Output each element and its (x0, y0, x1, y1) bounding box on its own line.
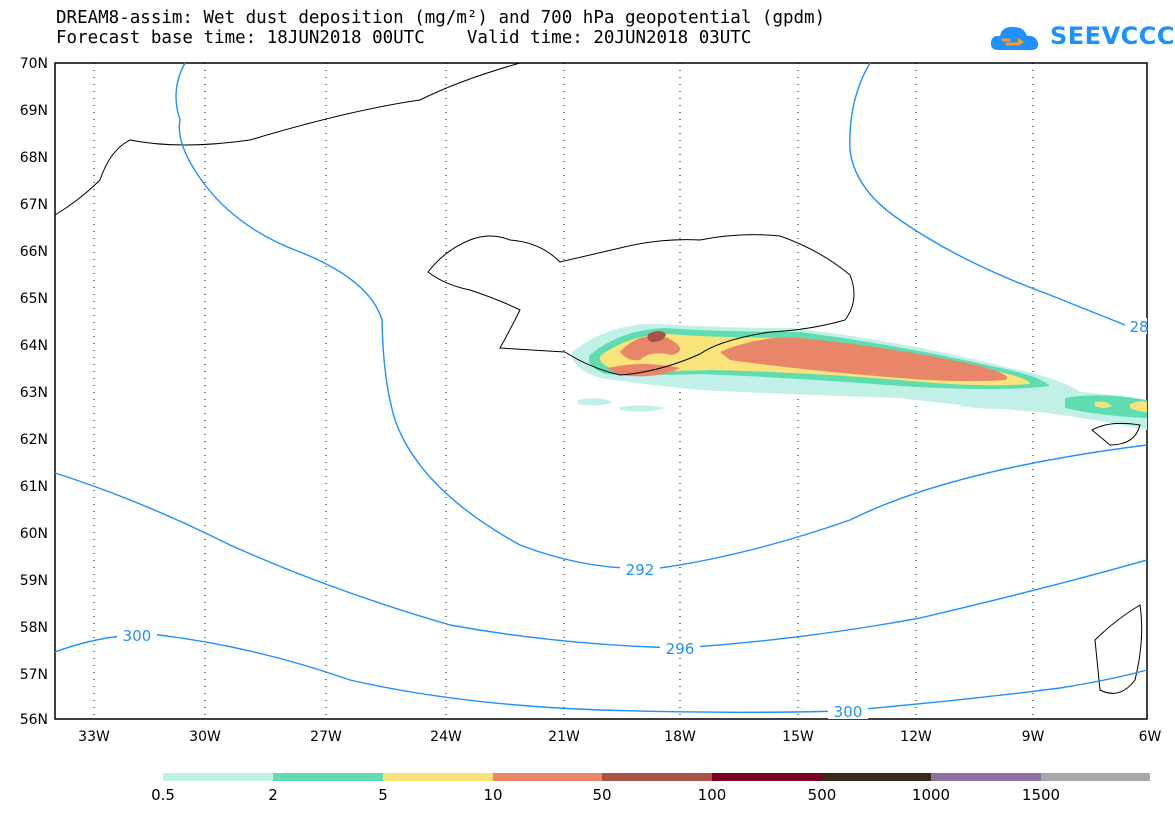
lat-label: 69N (20, 103, 48, 119)
legend-label: 1500 (1021, 786, 1061, 804)
contour-label: 28 (1129, 318, 1148, 336)
legend-swatch (1041, 773, 1150, 781)
legend-colorbar (163, 773, 1150, 781)
lon-label: 27W (310, 729, 342, 745)
lon-label: 18W (664, 729, 696, 745)
coastlines (54, 62, 1143, 694)
lon-label: 30W (189, 729, 221, 745)
lon-label: 9W (1022, 729, 1045, 745)
lat-label: 62N (20, 432, 48, 448)
legend-swatch (602, 773, 712, 781)
map-title-line-2: Forecast base time: 18JUN2018 00UTC Vali… (56, 28, 752, 48)
lon-label: 6W (1139, 729, 1162, 745)
lon-label: 15W (782, 729, 814, 745)
legend-swatch (822, 773, 931, 781)
legend-label: 100 (697, 786, 727, 804)
cloud-logo-icon (990, 26, 1039, 50)
lat-label: 67N (20, 197, 48, 213)
lat-label: 61N (20, 479, 48, 495)
legend-swatch (931, 773, 1041, 781)
legend-swatch (712, 773, 822, 781)
legend-label: 0.5 (151, 786, 175, 804)
lat-label: 60N (20, 526, 48, 542)
legend-label: 2 (268, 786, 278, 804)
geopotential-contours (54, 62, 1148, 713)
lat-label: 70N (20, 56, 48, 72)
lat-label: 59N (20, 573, 48, 589)
contour-labels: 292 296 300 300 28 (117, 318, 1149, 721)
lat-label: 65N (20, 291, 48, 307)
lon-label: 21W (548, 729, 580, 745)
dust-deposition-shading (571, 323, 1147, 430)
lon-label: 12W (900, 729, 932, 745)
contour-label: 292 (626, 561, 655, 579)
logo-text: SEEVCCC (1050, 22, 1175, 50)
map-title-line-1: DREAM8-assim: Wet dust deposition (mg/m²… (56, 8, 826, 28)
lon-label: 24W (430, 729, 462, 745)
lat-label: 63N (20, 385, 48, 401)
lat-label: 58N (20, 620, 48, 636)
legend-label: 50 (592, 786, 612, 804)
lat-label: 66N (20, 244, 48, 260)
legend-label: 5 (378, 786, 388, 804)
legend-label: 500 (807, 786, 837, 804)
contour-label: 300 (123, 627, 152, 645)
lat-label: 56N (20, 712, 48, 728)
lat-label: 57N (20, 667, 48, 683)
legend-swatch (493, 773, 602, 781)
lon-label: 33W (78, 729, 110, 745)
contour-label: 300 (834, 703, 863, 721)
legend-swatch (273, 773, 383, 781)
lat-label: 68N (20, 150, 48, 166)
legend-swatch (383, 773, 493, 781)
lon-labels: 33W 30W 27W 24W 21W 18W 15W 12W 9W 6W (78, 729, 1161, 745)
contour-label: 296 (666, 640, 695, 658)
gridlines (93, 63, 1034, 719)
legend-label: 10 (483, 786, 503, 804)
lat-labels: 70N 69N 68N 67N 66N 65N 64N 63N 62N 61N … (20, 56, 48, 728)
legend-swatch (163, 773, 273, 781)
lat-label: 64N (20, 338, 48, 354)
legend-label: 1000 (911, 786, 951, 804)
